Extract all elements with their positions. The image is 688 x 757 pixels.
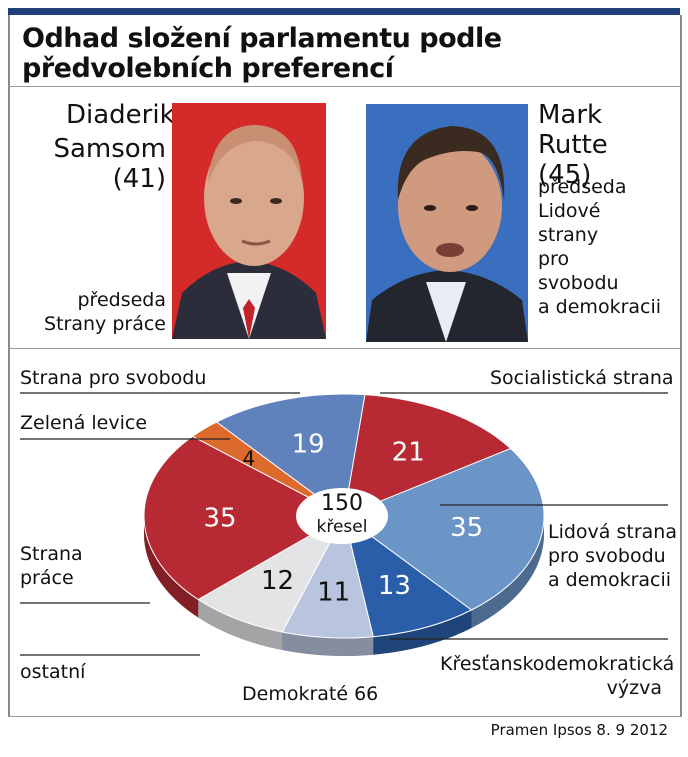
right-role-line-4: pro <box>538 248 570 270</box>
pie-top <box>143 393 545 639</box>
center-unit: křesel <box>317 517 368 537</box>
right-name-line-1: Mark <box>538 100 603 130</box>
pie-wall-4 <box>198 599 283 651</box>
pie-slice-2 <box>343 514 473 638</box>
pie-value-6: 4 <box>242 447 255 471</box>
right-role-line-6: a demokracii <box>538 296 662 318</box>
label-strana-prace: Strana práce <box>20 542 83 590</box>
pie-slice-5 <box>143 435 346 601</box>
label-krestanskodemokraticka: Křesťanskodemokratická výzva <box>440 652 675 700</box>
label-text: Strana pro svobodu <box>20 367 207 389</box>
right-shirt <box>426 282 466 342</box>
left-person-name-2: Samsom (41) <box>20 134 166 194</box>
pie-slice-0 <box>343 394 512 517</box>
right-person-name: Mark Rutte (45) <box>538 100 668 190</box>
right-role-line-1: předseda <box>538 176 627 198</box>
label-socialisticka-strana: Socialistická strana <box>490 366 674 390</box>
label-text: Zelená levice <box>20 412 148 434</box>
title-line-1: Odhad složení parlamentu podle <box>22 23 502 54</box>
pie-value-2: 13 <box>378 571 411 601</box>
label-demokrate-66: Demokraté 66 <box>242 682 378 706</box>
photo-divider <box>8 348 680 349</box>
pie-value-1: 35 <box>450 513 483 543</box>
pie-value-0: 21 <box>392 437 425 467</box>
left-face <box>204 130 304 266</box>
pie-value-4: 12 <box>261 566 294 596</box>
label-text: Strana <box>20 543 83 565</box>
label-text: a demokracii <box>548 569 672 591</box>
right-face <box>398 140 502 272</box>
label-text: Socialistická strana <box>490 367 674 389</box>
footer-divider <box>8 716 680 717</box>
pie-chart: 21 35 13 11 12 35 4 19 150 křesel <box>20 392 668 656</box>
top-accent-bar <box>8 8 680 15</box>
left-role-line-2: Strany práce <box>44 313 166 335</box>
right-name-line-2: Rutte (45) <box>538 130 608 190</box>
label-text: práce <box>20 567 74 589</box>
label-text: ostatní <box>20 661 86 683</box>
right-person-role: předseda Lidové strany pro svobodu a dem… <box>538 175 678 319</box>
center-total: 150 <box>321 491 363 516</box>
label-text: výzva <box>606 677 662 699</box>
label-text: Lidová strana <box>548 521 677 543</box>
label-zelena-levice: Zelená levice <box>20 411 147 435</box>
left-name-line-1: Diaderik <box>66 100 175 130</box>
leader-lines <box>20 392 668 656</box>
label-ostatni: ostatní <box>20 660 85 684</box>
label-strana-pro-svobodu: Strana pro svobodu <box>20 366 206 390</box>
source-note: Pramen Ipsos 8. 9 2012 <box>490 721 668 739</box>
right-role-line-5: svobodu <box>538 272 619 294</box>
right-person-photo <box>366 104 528 342</box>
pie-slice-7 <box>215 393 366 517</box>
left-head-top <box>208 125 302 183</box>
label-lidova-strana: Lidová strana pro svobodu a demokracii <box>548 520 677 592</box>
left-person-photo <box>172 103 326 339</box>
right-role-line-2: Lidové <box>538 200 601 222</box>
infographic-frame <box>8 15 682 717</box>
pie-value-labels: 21 35 13 11 12 35 4 19 <box>203 430 483 608</box>
title-divider <box>8 86 680 87</box>
pie-slice-1 <box>342 447 545 611</box>
label-text: Křesťanskodemokratická <box>440 653 675 675</box>
title-line-2: předvolebních preferencí <box>22 53 394 84</box>
left-role-line-1: předseda <box>77 289 167 311</box>
left-name-line-2: Samsom (41) <box>53 134 166 194</box>
right-hair <box>397 126 505 200</box>
page-title: Odhad složení parlamentu podle předvoleb… <box>22 24 622 84</box>
left-person-name: Diaderik <box>66 100 175 130</box>
pie-wall-5 <box>144 516 199 618</box>
pie-value-5: 35 <box>203 504 236 534</box>
label-text: pro svobodu <box>548 545 666 567</box>
pie-value-7: 19 <box>292 430 325 460</box>
pie-center-hole <box>296 488 388 544</box>
pie-value-3: 11 <box>317 577 350 607</box>
pie-slice-4 <box>197 514 346 633</box>
left-person-role: předseda Strany práce <box>20 288 166 336</box>
right-role-line-3: strany <box>538 224 599 246</box>
left-tie <box>243 299 255 339</box>
label-text: Demokraté 66 <box>242 683 379 705</box>
